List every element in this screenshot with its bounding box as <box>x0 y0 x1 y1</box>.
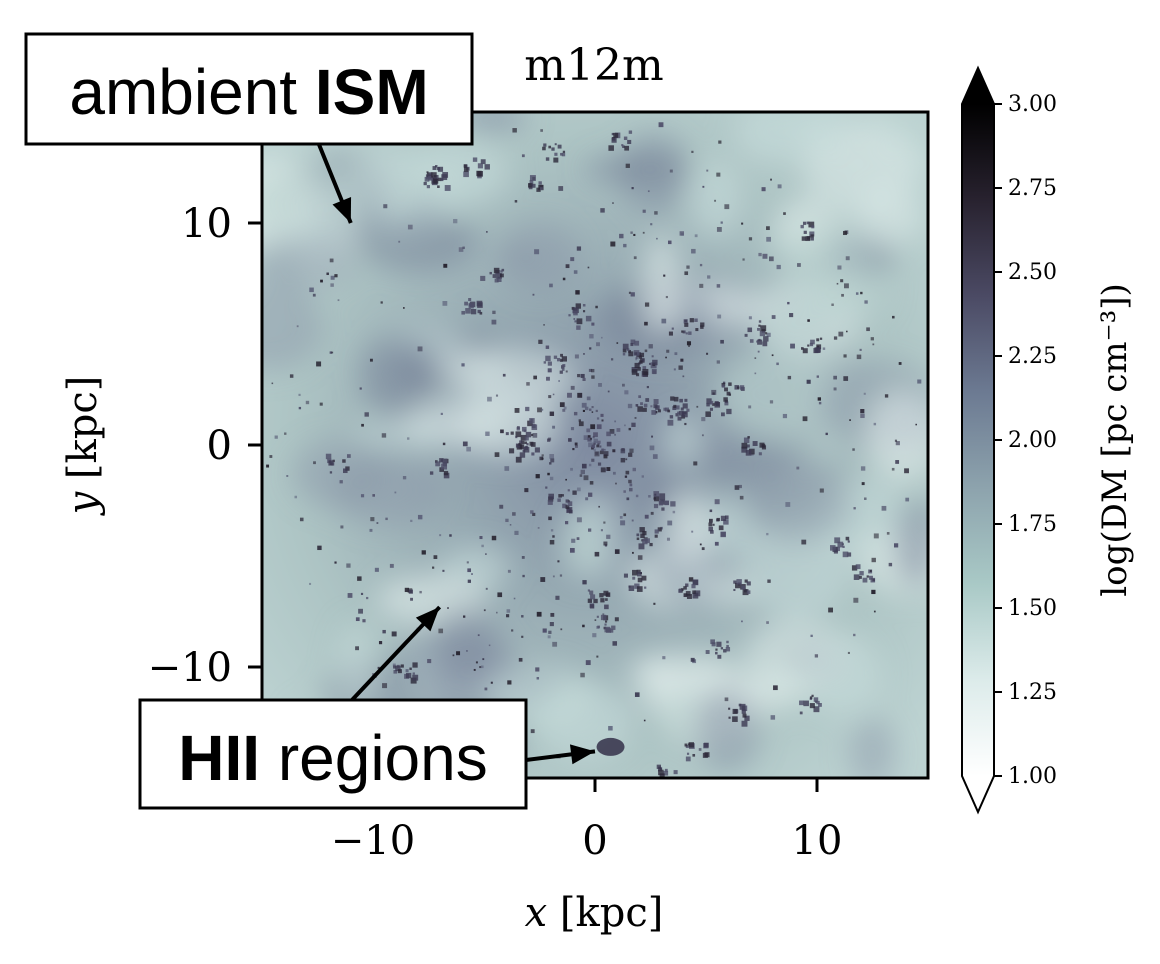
x-tick-label: −10 <box>331 818 415 864</box>
annotation-arrow-head <box>332 197 352 223</box>
chart-title: m12m <box>524 40 663 91</box>
annotation-box-hii <box>138 698 528 810</box>
x-tick-label: 0 <box>582 818 607 864</box>
y-tick-label: −10 <box>148 645 232 691</box>
colorbar-gradient <box>962 104 994 776</box>
y-axis-label: y [kpc] <box>60 376 106 517</box>
annotations: ambient ISM HII regions <box>24 32 596 810</box>
y-tick-label: 10 <box>181 201 232 247</box>
colorbar: 1.00 1.25 1.50 1.75 2.00 2.25 2.50 2.75 3.00 <box>961 65 1057 815</box>
hii-region-texture <box>266 122 922 778</box>
plot-area <box>262 112 928 778</box>
colorbar-tick-label: 3.00 <box>1008 92 1057 117</box>
colorbar-label: log(DM [pc cm⁻³]) <box>1095 283 1135 597</box>
colorbar-tick-label: 2.75 <box>1008 176 1057 201</box>
annotation-label-ism: ambient ISM <box>69 56 428 128</box>
annotation-arrow-head <box>569 744 595 765</box>
colorbar-tick-label: 2.25 <box>1008 344 1057 369</box>
colorbar-tick-label: 1.25 <box>1008 680 1057 705</box>
colorbar-extend-max <box>962 68 994 104</box>
annotation-label-hii: HII regions <box>178 722 487 794</box>
hii-region-blob <box>596 737 625 756</box>
y-tick-label: 0 <box>207 423 232 469</box>
colorbar-tick-label: 1.50 <box>1008 596 1057 621</box>
x-axis-label: x [kpc] <box>525 890 664 936</box>
colorbar-extend-min <box>962 776 994 812</box>
annotation-box-ism <box>24 32 474 146</box>
colorbar-tick-label: 2.50 <box>1008 260 1057 285</box>
annotation-arrow-head <box>415 607 440 632</box>
colorbar-tick-label: 1.00 <box>1008 764 1057 789</box>
colorbar-tick-label: 1.75 <box>1008 512 1057 537</box>
axes: −10 0 10 −10 0 10 <box>148 110 930 864</box>
x-tick-label: 10 <box>792 818 843 864</box>
colorbar-tick-label: 2.00 <box>1008 428 1057 453</box>
